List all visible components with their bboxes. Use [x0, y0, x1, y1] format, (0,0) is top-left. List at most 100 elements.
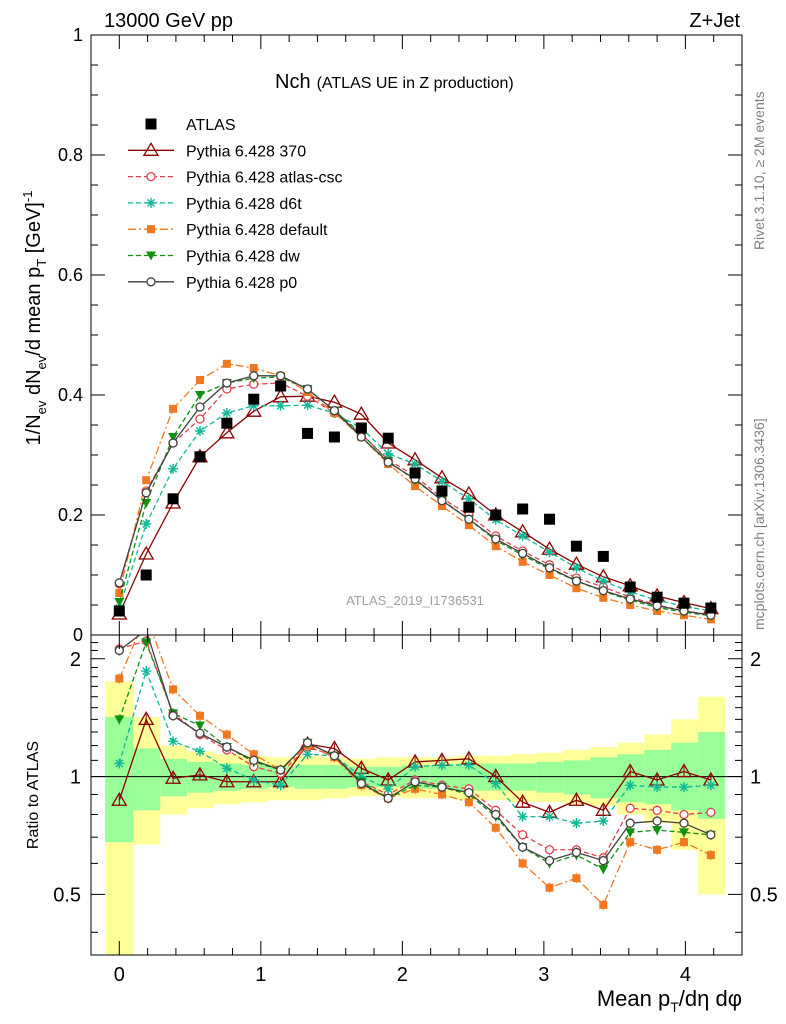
data-point	[275, 400, 286, 411]
data-point	[518, 557, 527, 566]
legend-marker	[146, 277, 156, 287]
ratio-line	[118, 640, 711, 870]
x-tick-label: 1	[255, 964, 266, 986]
ratio-point	[114, 758, 125, 769]
series-line	[118, 375, 711, 616]
ratio-point	[115, 674, 124, 683]
ratio-point	[678, 828, 689, 838]
ratio-y-axis-label: Ratio to ATLAS	[25, 741, 42, 849]
data-point	[114, 578, 124, 588]
legend-marker	[146, 251, 156, 261]
legend-item-pythia-6-428-d6t: Pythia 6.428 d6t	[128, 196, 302, 213]
ratio-point	[679, 818, 689, 828]
data-point	[221, 417, 233, 429]
ratio-y-tick-label: 0.5	[53, 884, 81, 906]
ratio-point	[598, 855, 608, 866]
ratio-point	[679, 838, 688, 847]
ratio-point	[626, 838, 635, 847]
ratio-point	[164, 769, 182, 784]
ratio-point	[383, 783, 394, 794]
data-point	[114, 598, 125, 607]
data-point	[678, 597, 690, 609]
series-line	[118, 382, 711, 616]
data-point	[195, 376, 204, 384]
data-point	[249, 364, 258, 372]
ratio-point	[302, 749, 313, 760]
data-point	[383, 457, 393, 467]
data-point	[517, 548, 528, 559]
ratio-point	[142, 611, 150, 619]
data-point	[517, 503, 529, 515]
data-point	[544, 547, 555, 558]
legend-marker	[147, 225, 155, 234]
data-point	[705, 602, 717, 614]
ratio-y-tick-label: 2	[70, 649, 81, 671]
data-point	[142, 476, 151, 485]
ratio-point	[706, 807, 716, 818]
data-point	[490, 509, 502, 521]
data-point	[517, 531, 528, 541]
legend-label: Pythia 6.428 370	[186, 143, 306, 160]
y-tick-label: 0.2	[58, 505, 83, 525]
ratio-point	[652, 816, 662, 826]
ratio-point	[141, 666, 152, 677]
data-point	[436, 485, 448, 497]
ratio-point	[169, 685, 178, 694]
data-point	[302, 427, 314, 439]
ratio-point	[275, 765, 286, 775]
ratio-point	[194, 721, 205, 731]
ratio-point	[517, 811, 528, 822]
data-point	[437, 502, 446, 510]
data-point	[491, 542, 500, 551]
ratio-point	[410, 777, 420, 787]
x-tick-label: 0	[114, 964, 125, 986]
data-point	[436, 476, 447, 487]
mcplots-side-label: mcplots.cern.ch [arXiv:1306.3436]	[751, 418, 767, 630]
x-tick-label: 4	[680, 964, 691, 986]
ratio-point	[436, 760, 447, 771]
ratio-point	[705, 780, 716, 791]
data-point	[545, 571, 554, 579]
ratio-series-pythia-6-428-d6t	[114, 666, 716, 829]
ratio-point	[138, 711, 155, 726]
legend-item-pythia-6-428-atlas-csc: Pythia 6.428 atlas-csc	[128, 170, 343, 187]
ratio-point	[571, 847, 582, 858]
data-point	[383, 448, 394, 459]
data-point	[195, 414, 205, 424]
ratio-point	[675, 763, 693, 778]
ratio-point	[544, 855, 555, 866]
ratio-point	[706, 851, 715, 860]
ratio-point	[599, 900, 608, 909]
process-label: Z+Jet	[689, 10, 740, 32]
data-point	[248, 393, 260, 405]
rivet-side-label: Rivet 3.1.10, ≥ 2M events	[751, 91, 767, 250]
data-point	[598, 585, 608, 596]
ratio-point	[652, 826, 663, 836]
data-point	[328, 431, 340, 443]
ratio-point	[491, 823, 500, 832]
data-point	[353, 405, 370, 420]
ratio-point	[490, 778, 501, 789]
ratio-y-tick-label-right: 2	[750, 649, 761, 671]
data-point	[248, 400, 259, 411]
ratio-point	[142, 626, 150, 634]
legend-item-pythia-6-428-default: Pythia 6.428 default	[128, 222, 328, 239]
data-point	[168, 433, 179, 442]
ratio-series-layer	[111, 611, 719, 910]
ratio-frame	[90, 634, 743, 956]
data-point	[141, 488, 151, 498]
ratio-point	[514, 793, 531, 808]
stat-uncertainty-band	[133, 748, 161, 811]
data-point	[599, 593, 608, 602]
ratio-y-tick-label-right: 1	[750, 767, 761, 789]
data-point	[115, 589, 124, 597]
stat-uncertainty-band	[590, 757, 618, 799]
data-point	[355, 422, 367, 434]
stat-uncertainty-band	[105, 716, 134, 843]
series-line	[118, 363, 711, 621]
ratio-panel: 0.5 0.5 1 1 2 2 0 1 2 3 4 Ratio to ATLAS Mean pT/d…	[25, 611, 778, 1015]
data-point	[113, 605, 125, 617]
data-point	[570, 540, 582, 552]
y-tick-label: 0	[73, 625, 83, 645]
ratio-point	[249, 750, 258, 759]
